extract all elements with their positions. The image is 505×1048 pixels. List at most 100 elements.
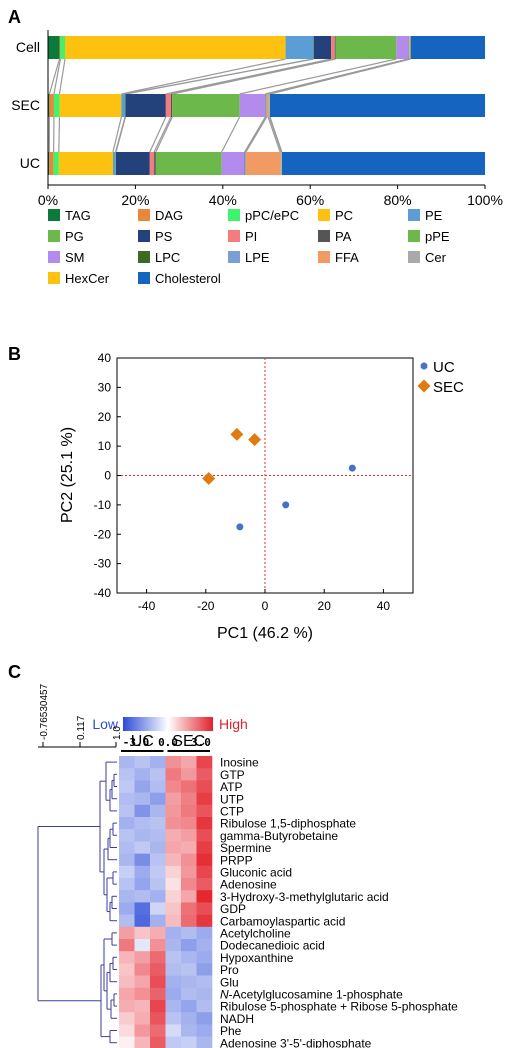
heatmap-cell [181, 756, 197, 769]
heatmap-row-label: Ribulose 1,5-diphosphate [220, 817, 356, 831]
heatmap-cell [150, 1012, 166, 1025]
heatmap-cell [134, 987, 151, 1001]
scatter-x-ticks: -40 -20 0 20 40 [138, 589, 390, 613]
heatmap-cell [181, 829, 197, 842]
bar-segment-sec-pe [121, 94, 126, 117]
heatmap-row-label: GDP [220, 902, 246, 916]
bar-segment-sec-lpe [265, 94, 267, 117]
legend-swatch-lpc [138, 251, 150, 263]
heatmap-row-label: Glu [220, 975, 239, 989]
scatter-y-tick-label: -40 [94, 586, 112, 600]
bar-segment-uc-tag [48, 152, 50, 175]
heatmap-cell [119, 841, 135, 854]
heatmap-cell [165, 865, 182, 879]
heatmap-cell [181, 853, 197, 867]
dendrogram-axis-label: 0.117 [76, 715, 87, 740]
heatmap-cell [181, 768, 197, 781]
heatmap-cell [134, 853, 151, 867]
heatmap-cell [134, 817, 151, 830]
scatter-y-tick-label: 10 [98, 439, 112, 453]
heatmap-cell [119, 829, 135, 842]
heatmap-row-label: Gluconic acid [220, 866, 292, 880]
heatmap-cell [181, 939, 197, 952]
bar-x-tick-label: 80% [384, 192, 412, 208]
legend-swatch-lpe [228, 251, 240, 263]
bar-segment-uc-ffa [245, 152, 281, 175]
dendrogram-axis-label: -0.76530457 [39, 683, 50, 740]
heatmap-row-label: Acetylcholine [220, 927, 291, 941]
scatter-legend-marker-uc [420, 362, 428, 370]
heatmap-cell [196, 902, 213, 915]
legend-label-pi: PI [245, 229, 257, 244]
dendrogram-axis-label: 1.0 [112, 726, 123, 740]
legend-swatch-pa [318, 230, 330, 242]
heatmap-cell [165, 902, 182, 915]
connector-line [244, 116, 267, 153]
scatter-reference-lines [117, 358, 413, 593]
scatter-x-tick-label: -40 [138, 599, 156, 613]
heatmap-row-label: NADH [220, 1012, 254, 1026]
panel-label-b: B [8, 344, 21, 364]
scatter-y-tick-label: 30 [98, 380, 112, 394]
heatmap-cell [165, 853, 182, 867]
legend-swatch-ps [138, 230, 150, 242]
heatmap-cell [181, 951, 197, 964]
heatmap-cell [134, 756, 151, 769]
scatter-y-tick-label: 0 [104, 469, 111, 483]
heatmap-cell [119, 1036, 135, 1048]
heatmap-cell [119, 951, 135, 964]
heatmap-cell [181, 914, 197, 928]
heatmap-cell [196, 963, 213, 976]
scatter-x-axis-title: PC1 (46.2 %) [217, 625, 313, 642]
connector-line [121, 58, 286, 95]
legend-label-pa: PA [335, 229, 352, 244]
bar-segment-sec-pi [165, 94, 171, 117]
heatmap-cell [181, 1000, 197, 1013]
heatmap-cell [181, 817, 197, 830]
heatmap-cell [165, 939, 182, 952]
heatmap-row-label: gamma-Butyrobetaine [220, 829, 338, 843]
heatmap-cell [119, 756, 135, 769]
connector-line [239, 58, 397, 95]
heatmap-cell [181, 841, 197, 854]
scatter-y-axis-title: PC2 (25.1 %) [59, 427, 76, 523]
heatmap-row-label: Pro [220, 963, 239, 977]
heatmap-row-label: UTP [220, 792, 244, 806]
colorbar-tick-label: -3.0 [123, 736, 150, 749]
bar-segment-uc-ppc-epc [53, 152, 59, 175]
colorbar-tick-label: 0.0 [158, 736, 178, 749]
heatmap-cell [119, 890, 135, 903]
heatmap-row-label: Dodecanedioic acid [220, 939, 325, 953]
heatmap-cell [150, 792, 166, 806]
heatmap-cell [181, 792, 197, 806]
bar-segment-uc-sm [221, 152, 245, 175]
bar-segment-uc-pc [58, 152, 113, 175]
scatter-legend: UC SEC [417, 359, 464, 396]
legend-label-ffa: FFA [335, 250, 359, 265]
heatmap-cell [150, 902, 166, 915]
heatmap-cell [196, 780, 213, 793]
scatter-y-tick-label: -30 [94, 557, 112, 571]
bar-segment-uc-dag [49, 152, 54, 175]
bar-segment-cell-pi [331, 36, 335, 59]
heatmap-cell [181, 804, 197, 818]
heatmap-cell [181, 975, 197, 989]
connector-line [58, 58, 66, 95]
heatmap-row-label: Phe [220, 1024, 242, 1038]
heatmap-cell [165, 1012, 182, 1025]
heatmap-cell [181, 1036, 197, 1048]
heatmap-chart: Low High -3.0 0.0 3.0 -0.76530457 0.117 1.0 … [37, 683, 458, 1048]
heatmap-cell [134, 902, 151, 915]
heatmap-cell [196, 1024, 213, 1037]
heatmap-cell [119, 1000, 135, 1013]
scatter-point-sec [248, 433, 262, 447]
heatmap-cell [181, 1012, 197, 1025]
scatter-point-uc [236, 523, 244, 531]
heatmap-cell [181, 926, 197, 940]
heatmap-cell [196, 865, 213, 879]
heatmap-row-label: Adenosine [220, 878, 277, 892]
bar-segment-sec-dag [49, 94, 54, 117]
connector-line [153, 116, 172, 153]
heatmap-cell [119, 963, 135, 976]
